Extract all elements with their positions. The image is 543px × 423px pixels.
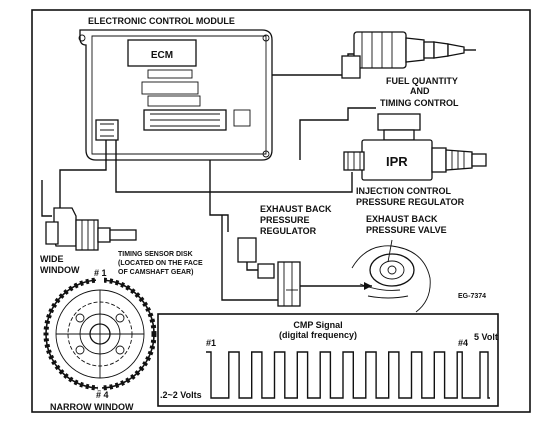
ecm-label: ECM <box>151 50 173 61</box>
disk-label-2: (LOCATED ON THE FACE <box>118 260 203 267</box>
signal-num-1: #1 <box>206 338 216 348</box>
fuel-label-2: AND <box>410 86 430 96</box>
timing-sensor-disk <box>43 277 157 391</box>
ebpr-label-3: REGULATOR <box>260 226 317 236</box>
cmp-sensor-icon <box>45 207 137 251</box>
fuel-injector-icon <box>341 31 476 79</box>
ipr-label: IPR <box>386 154 408 169</box>
signal-num-4: #4 <box>458 338 468 348</box>
ebpv-valve-icon <box>300 239 431 313</box>
ecm-title: ELECTRONIC CONTROL MODULE <box>88 16 235 26</box>
ecm-module: ECM <box>78 29 273 161</box>
ebpv-label-1: EXHAUST BACK <box>366 214 438 224</box>
page-border <box>31 9 531 413</box>
fuel-label-3: TIMING CONTROL <box>380 98 459 108</box>
disk-label-1: TIMING SENSOR DISK <box>118 251 193 258</box>
figure-id: EG-7374 <box>458 293 486 300</box>
disk-num-4: # 4 <box>96 390 109 400</box>
volt-high-label: 5 Volt <box>474 332 498 342</box>
ipr-valve-icon <box>343 113 487 181</box>
cmp-waveform <box>206 351 490 399</box>
ebpr-regulator-icon <box>237 237 301 307</box>
wide-window-label-1: WIDE <box>40 254 64 264</box>
cmp-signal-title: CMP Signal <box>293 320 342 330</box>
cmp-signal-box <box>157 313 499 407</box>
cmp-signal-subtitle: (digital frequency) <box>279 330 357 340</box>
ipr-desc-2: PRESSURE REGULATOR <box>356 197 465 207</box>
ebpr-label-2: PRESSURE <box>260 215 310 225</box>
ebpv-label-2: PRESSURE VALVE <box>366 225 447 235</box>
disk-label-3: OF CAMSHAFT GEAR) <box>118 269 193 276</box>
ecm-label-plate <box>127 39 197 67</box>
narrow-window-label: NARROW WINDOW <box>50 402 134 412</box>
ebpr-label-1: EXHAUST BACK <box>260 204 332 214</box>
volt-low-label: .2~2 Volts <box>160 390 202 400</box>
disk-num-1: # 1 <box>94 268 107 278</box>
fuel-label-1: FUEL QUANTITY <box>386 76 458 86</box>
wide-window-label-2: WINDOW <box>40 265 80 275</box>
ipr-desc-1: INJECTION CONTROL <box>356 186 452 196</box>
